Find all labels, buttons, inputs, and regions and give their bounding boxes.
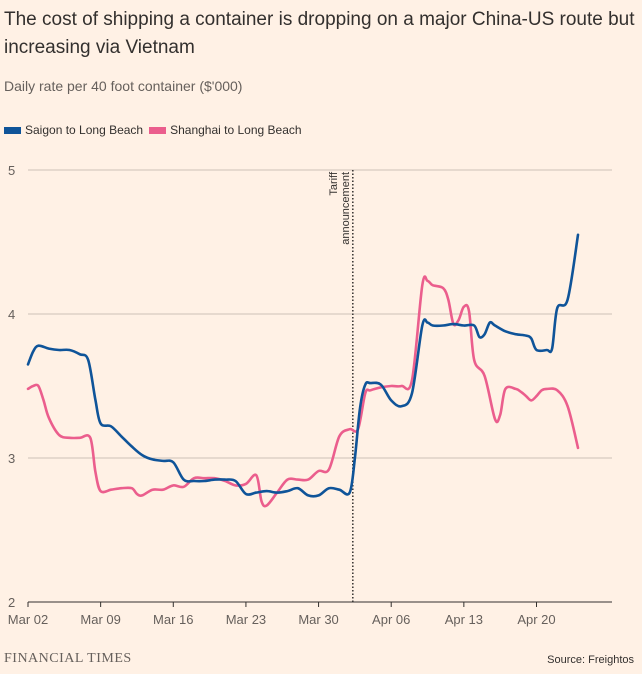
legend-item-shanghai: Shanghai to Long Beach xyxy=(149,123,302,137)
legend-label-saigon: Saigon to Long Beach xyxy=(25,123,144,137)
y-tick-label-2: 2 xyxy=(8,595,15,610)
legend-label-shanghai: Shanghai to Long Beach xyxy=(170,123,302,137)
x-tick-label-3: Mar 23 xyxy=(226,612,266,627)
legend-item-saigon: Saigon to Long Beach xyxy=(4,123,143,137)
legend-swatch-shanghai xyxy=(149,126,167,134)
x-tick-label-1: Mar 09 xyxy=(80,612,120,627)
y-axis-tick-labels: 2 3 4 5 xyxy=(8,163,15,610)
tariff-annotation: Tariff announcement xyxy=(328,170,354,602)
x-tick-label-7: Apr 20 xyxy=(517,612,555,627)
chart-title: The cost of shipping a container is drop… xyxy=(4,9,635,58)
y-tick-label-3: 3 xyxy=(8,451,15,466)
gridlines xyxy=(28,169,612,459)
x-tick-label-4: Mar 30 xyxy=(298,612,338,627)
series-line-saigon xyxy=(26,233,580,498)
y-tick-label-4: 4 xyxy=(8,307,15,322)
series-lines xyxy=(26,233,580,508)
annotation-label-line2: announcement xyxy=(340,172,352,245)
x-tick-label-0: Mar 02 xyxy=(8,612,48,627)
x-axis: Mar 02 Mar 09 Mar 16 Mar 23 Mar 30 Apr 06 Apr … xyxy=(8,601,612,627)
x-tick-label-2: Mar 16 xyxy=(153,612,193,627)
x-tick-label-5: Apr 06 xyxy=(372,612,410,627)
series-line-shanghai xyxy=(26,275,580,508)
ft-brand-logo: FINANCIAL TIMES xyxy=(4,651,132,666)
legend-swatch-saigon xyxy=(4,126,21,134)
legend: Saigon to Long Beach Shanghai to Long Be… xyxy=(4,123,308,137)
source-note: Source: Freightos xyxy=(547,654,634,666)
annotation-label-line1: Tariff xyxy=(328,171,340,196)
chart-subtitle: Daily rate per 40 foot container ($'000) xyxy=(4,78,243,94)
y-tick-label-5: 5 xyxy=(8,163,15,178)
x-tick-label-6: Apr 13 xyxy=(445,612,483,627)
